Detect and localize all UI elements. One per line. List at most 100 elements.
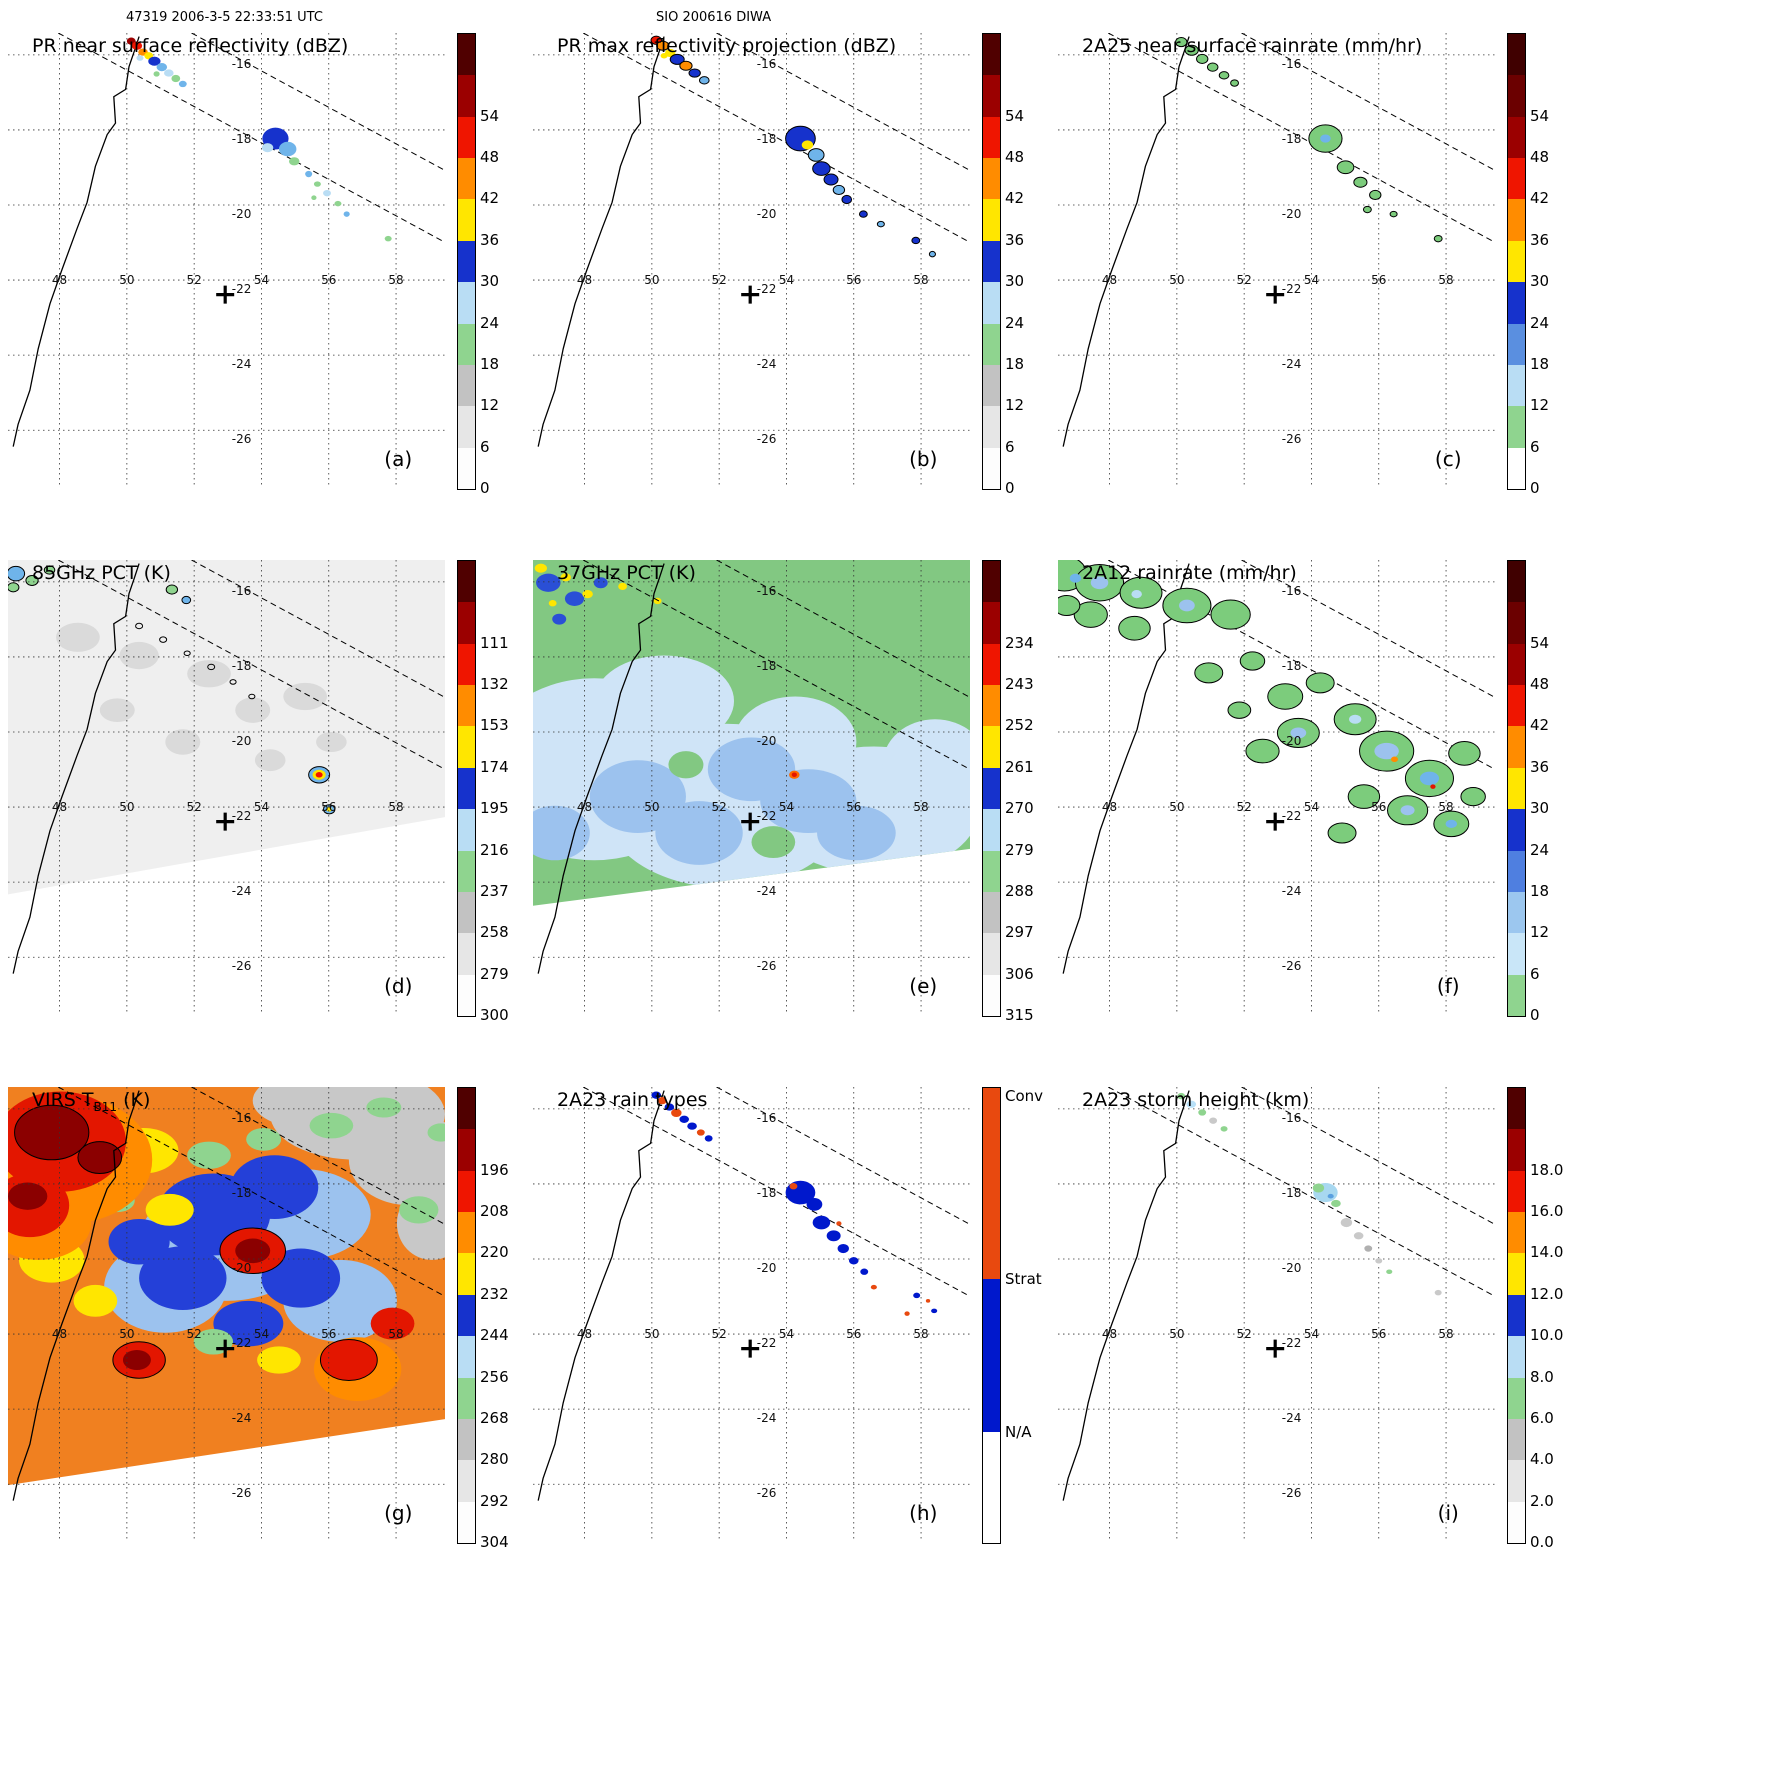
colorbar-segment (1508, 199, 1525, 241)
panel-c: 48 50 52 54 56 58 -16 -18 -20 -22 -24 -26 (c) 2A25 ne… (1058, 33, 1580, 511)
colorbar-segment (983, 323, 1000, 365)
svg-text:56: 56 (846, 1327, 861, 1341)
colorbar-tick-label: 18 (1530, 881, 1550, 900)
colorbar-tick-label: 279 (1005, 840, 1034, 859)
svg-text:-16: -16 (1282, 1111, 1302, 1125)
colorbar-segment (458, 116, 475, 159)
colorbar-category-label: N/A (1005, 1422, 1032, 1441)
svg-text:52: 52 (712, 800, 727, 814)
colorbar-segment (458, 1377, 475, 1419)
colorbar-c (1507, 33, 1526, 490)
svg-text:52: 52 (187, 273, 202, 287)
map-background (1058, 1087, 1495, 1542)
svg-text:54: 54 (1304, 1327, 1319, 1341)
panel-letter: (d) (384, 974, 412, 998)
svg-text:-20: -20 (232, 1261, 252, 1275)
svg-text:56: 56 (321, 273, 336, 287)
svg-text:-26: -26 (757, 432, 777, 446)
colorbar-tick-label: 237 (480, 881, 509, 900)
colorbar-segment (983, 685, 1000, 727)
colorbar-segment (458, 974, 475, 1016)
map-g: 48 50 52 54 56 58 -16 -18 -20 -22 -24 -26 (g) (8, 1087, 445, 1542)
svg-text:-20: -20 (757, 1261, 777, 1275)
colorbar-tick-label: 48 (1530, 675, 1550, 694)
data-blobs (650, 35, 936, 258)
colorbar-tick-label: 24 (1005, 313, 1025, 332)
colorbar-tick-label: 30 (1530, 799, 1550, 818)
data-blobs (1177, 1092, 1442, 1296)
svg-text:56: 56 (846, 800, 861, 814)
colorbar-b (982, 33, 1001, 490)
svg-text:50: 50 (1169, 800, 1184, 814)
colorbar-segment (458, 767, 475, 810)
colorbar-tick-label: 300 (480, 1006, 509, 1024)
cross-marker (216, 285, 235, 304)
data-blobs (126, 37, 392, 242)
colorbar-tick-label: 244 (480, 1326, 509, 1345)
colorbar-segment (1508, 850, 1525, 892)
colorbar-tick-label: 24 (1530, 840, 1550, 859)
axis-labels: 48 50 52 54 56 58 -16 -18 -20 -22 -24 -26 (52, 57, 404, 446)
colorbar-segment (458, 850, 475, 892)
cross-marker (1266, 812, 1285, 831)
colorbar-segment (983, 809, 1000, 851)
colorbar-tick-label: 288 (1005, 881, 1034, 900)
svg-text:56: 56 (321, 1327, 336, 1341)
cross-marker (216, 812, 235, 831)
svg-text:-24: -24 (757, 1411, 777, 1425)
colorbar-segment (458, 1129, 475, 1171)
colorbar-segment (1508, 34, 1525, 76)
svg-text:56: 56 (321, 800, 336, 814)
svg-text:48: 48 (52, 800, 67, 814)
colorbar-tick-label: 48 (1530, 148, 1550, 167)
panel-letter: (f) (1437, 974, 1460, 998)
svg-text:-22: -22 (1282, 809, 1302, 823)
svg-text:-16: -16 (232, 584, 252, 598)
colorbar-segment (458, 75, 475, 117)
colorbar-segment (983, 75, 1000, 117)
svg-text:-24: -24 (232, 357, 252, 371)
colorbar-segment (983, 850, 1000, 892)
svg-text:-22: -22 (757, 1336, 777, 1350)
swath-field-texture (8, 1087, 445, 1401)
colorbar-segment (458, 158, 475, 200)
svg-text:-22: -22 (1282, 282, 1302, 296)
svg-text:58: 58 (913, 273, 928, 287)
panel-i: 48 50 52 54 56 58 -16 -18 -20 -22 -24 -26 (i) 2A23 st… (1058, 1087, 1580, 1565)
case-id-label: SIO 200616 DIWA (656, 10, 772, 25)
colorbar-tick-label: 297 (1005, 923, 1034, 942)
svg-text:52: 52 (712, 273, 727, 287)
svg-text:-16: -16 (1282, 584, 1302, 598)
svg-text:-26: -26 (232, 432, 252, 446)
colorbar-tick-label: 24 (480, 313, 500, 332)
colorbar-tick-label: 0 (1530, 1006, 1540, 1024)
colorbar-segment (1508, 282, 1525, 324)
cross-marker (1266, 1339, 1285, 1358)
panel-letter: (c) (1435, 447, 1462, 471)
colorbar-tick-label: 6 (480, 437, 490, 456)
colorbar-segment (458, 34, 475, 76)
svg-text:-18: -18 (1282, 132, 1302, 146)
colorbar-tick-label: 6 (1530, 964, 1540, 983)
colorbar-category-label: Conv (1005, 1087, 1044, 1105)
grid-lines (8, 560, 445, 1015)
colorbar-segment (1508, 1501, 1525, 1543)
svg-text:56: 56 (1371, 800, 1386, 814)
colorbar-segment-conv (983, 1088, 1000, 1280)
colorbar-segment (458, 323, 475, 365)
colorbar-segment (1508, 364, 1525, 407)
colorbar-f (1507, 560, 1526, 1017)
map-background (1058, 33, 1495, 488)
colorbar-tick-label: 304 (480, 1533, 509, 1551)
svg-text:-18: -18 (232, 1186, 252, 1200)
svg-text:58: 58 (1438, 273, 1453, 287)
svg-text:-22: -22 (232, 809, 252, 823)
swath-edge-dashed (58, 33, 445, 243)
colorbar-tick-label: 12.0 (1530, 1284, 1564, 1303)
colorbar-segment (1508, 1418, 1525, 1461)
panel-title: 2A12 rainrate (mm/hr) (1082, 562, 1297, 584)
colorbar-tick-label: 220 (480, 1243, 509, 1262)
grid-lines (533, 33, 970, 488)
colorbar-tick-label: 36 (1005, 230, 1025, 249)
